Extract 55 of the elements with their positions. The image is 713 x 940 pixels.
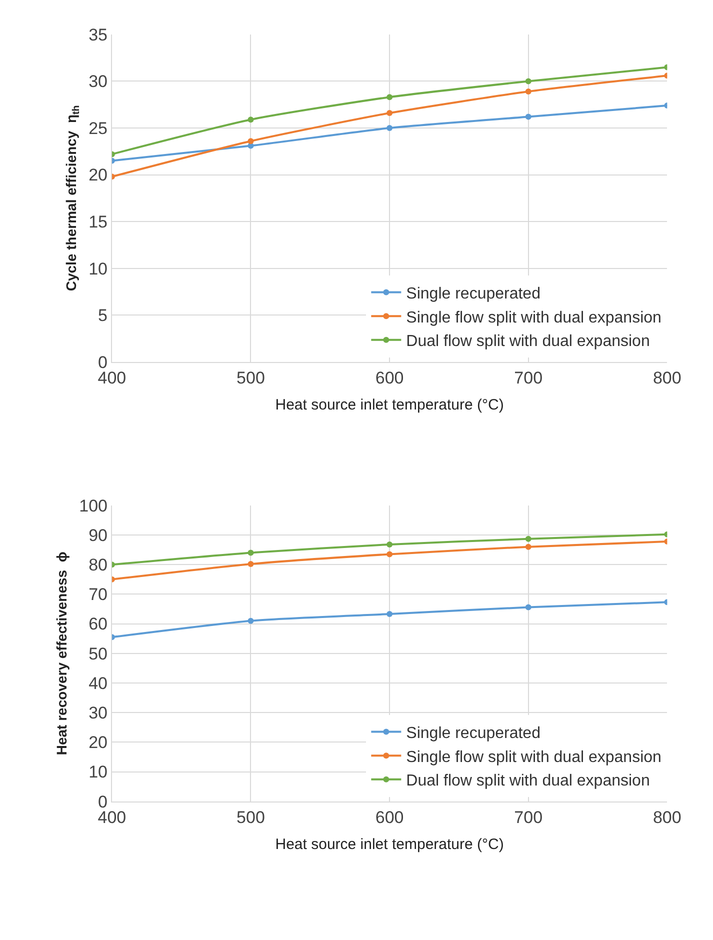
y-tick-label: 50 <box>88 644 108 664</box>
y-tick-label: 5 <box>98 306 108 326</box>
y-tick-label: 25 <box>88 118 108 138</box>
y-tick-label: 60 <box>88 614 108 634</box>
y-axis-title: Heat recovery effectiveness ϕ <box>54 552 70 756</box>
x-tick-label: 500 <box>236 808 265 827</box>
x-tick-label: 800 <box>652 808 682 827</box>
point <box>525 78 532 84</box>
point <box>525 88 532 95</box>
y-tick-label: 20 <box>88 733 108 752</box>
line-series <box>112 102 668 164</box>
y-tick-label: 80 <box>88 556 108 575</box>
point <box>386 124 393 131</box>
y-tick-label: 90 <box>88 526 108 545</box>
x-tick-label: 700 <box>514 368 543 388</box>
point <box>248 138 254 144</box>
x-tick-label: 800 <box>652 368 682 388</box>
point <box>248 560 254 567</box>
point <box>248 116 254 123</box>
point <box>386 551 393 558</box>
y-tick-label: 10 <box>88 762 108 782</box>
point <box>525 114 532 120</box>
x-tick-label: 500 <box>236 368 265 388</box>
line-series <box>112 72 668 180</box>
y-tick-label: 15 <box>88 212 108 232</box>
legend-label: Single recuperated <box>406 286 540 303</box>
legend-label: Dual flow split with dual expansion <box>406 333 650 350</box>
legend-label: Dual flow split with dual expansion <box>406 772 650 790</box>
y-tick-label: 30 <box>88 704 108 723</box>
point <box>248 550 254 556</box>
legend-label: Single recuperated <box>406 725 540 742</box>
legend-label: Single flow split with dual expansion <box>406 309 662 326</box>
x-axis-title: Heat source inlet temperature (°C) <box>275 396 504 414</box>
x-axis-title: Heat source inlet temperature (°C) <box>275 836 504 853</box>
point <box>386 94 393 100</box>
x-tick-label: 600 <box>375 808 404 827</box>
y-tick-label: 10 <box>88 259 108 278</box>
y-tick-label: 100 <box>79 496 108 516</box>
point <box>525 604 532 610</box>
point <box>386 110 393 116</box>
y-tick-label: 35 <box>88 25 108 44</box>
y-tick-label: 40 <box>88 674 108 693</box>
legend-label: Single flow split with dual expansion <box>406 748 662 766</box>
point <box>525 536 532 542</box>
line-series <box>112 599 668 640</box>
x-tick-label: 600 <box>375 368 404 388</box>
y-tick-label: 30 <box>88 72 108 92</box>
y-tick-label: 20 <box>88 166 108 185</box>
point <box>386 541 393 548</box>
point <box>386 611 393 618</box>
y-tick-label: 70 <box>88 585 108 604</box>
point <box>525 544 532 550</box>
x-tick-label: 700 <box>514 808 543 827</box>
point <box>248 618 254 624</box>
line-series <box>112 64 668 158</box>
